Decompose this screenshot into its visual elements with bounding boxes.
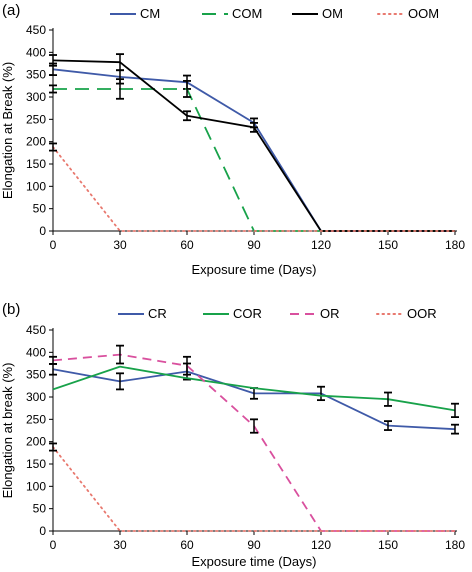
- series-om: [49, 53, 455, 232]
- x-tick-label: 30: [113, 538, 127, 552]
- x-tick-label: 150: [378, 538, 398, 552]
- y-axis-label: Elongation at Break (%): [0, 62, 15, 199]
- legend-label: COM: [232, 6, 262, 21]
- series-or: [49, 344, 455, 532]
- panel-label: (a): [2, 2, 20, 19]
- legend-label: OR: [320, 306, 340, 321]
- legend-label: OOM: [408, 6, 439, 21]
- series-com-line: [53, 88, 455, 232]
- x-tick-label: 90: [247, 538, 261, 552]
- series-oom-line: [52, 146, 456, 232]
- x-tick-label: 90: [247, 238, 261, 252]
- y-tick-label: 350: [26, 68, 46, 82]
- y-tick-label: 100: [26, 179, 46, 193]
- legend-entry-cr: CR: [118, 306, 167, 321]
- chart-panel-a: (a) 0 50 100 150 200 250 300 350 400 450 0 30 60 90 120…: [0, 2, 465, 277]
- legend-entry-oor: OOR: [376, 306, 437, 321]
- series-oor: [49, 442, 456, 532]
- chart-panel-b: (b) 0 50 100 150 200 250 300 350 400 450 0 30 60 90 120…: [0, 301, 465, 569]
- y-axis-label: Elongation at break (%): [0, 363, 15, 499]
- legend-entry-or: OR: [290, 306, 340, 321]
- x-tick-label: 180: [445, 238, 465, 252]
- x-tick-label: 0: [50, 238, 57, 252]
- y-tick-label: 450: [26, 323, 46, 337]
- y-tick-label: 150: [26, 157, 46, 171]
- series-cor: [52, 365, 459, 419]
- legend-label: OM: [322, 6, 343, 21]
- x-tick-label: 0: [50, 538, 57, 552]
- series-oom: [49, 142, 456, 232]
- legend-label: COR: [233, 306, 262, 321]
- y-tick-label: 250: [26, 412, 46, 426]
- y-tick-label: 250: [26, 112, 46, 126]
- panel-label: (b): [2, 301, 20, 318]
- y-tick-label: 0: [39, 224, 46, 238]
- series-cr: [49, 362, 459, 435]
- legend-entry-cor: COR: [203, 306, 262, 321]
- y-tick-label: 50: [33, 202, 47, 216]
- x-tick-label: 60: [180, 538, 194, 552]
- series-cor-line: [52, 365, 456, 412]
- series-cm-line: [52, 68, 455, 232]
- y-tick-label: 400: [26, 345, 46, 359]
- legend-entry-om: OM: [292, 6, 343, 21]
- x-axis-label: Exposure time (Days): [192, 554, 317, 569]
- legend-label: OOR: [407, 306, 437, 321]
- x-axis-label: Exposure time (Days): [192, 262, 317, 277]
- y-tick-label: 200: [26, 435, 46, 449]
- x-tick-label: 120: [311, 238, 331, 252]
- x-tick-label: 150: [378, 238, 398, 252]
- x-tick-label: 30: [113, 238, 127, 252]
- y-tick-label: 350: [26, 368, 46, 382]
- series-om-line: [52, 59, 455, 232]
- y-tick-label: 450: [26, 23, 46, 37]
- legend-label: CM: [140, 6, 160, 21]
- legend-label: CR: [148, 306, 167, 321]
- y-tick-label: 150: [26, 457, 46, 471]
- legend-entry-cm: CM: [110, 6, 160, 21]
- legend-entry-com: COM: [202, 6, 262, 21]
- y-tick-label: 50: [33, 502, 47, 516]
- y-tick-label: 200: [26, 135, 46, 149]
- y-tick-label: 400: [26, 45, 46, 59]
- x-tick-label: 180: [445, 538, 465, 552]
- y-tick-label: 0: [39, 524, 46, 538]
- x-tick-label: 120: [311, 538, 331, 552]
- series-com: [49, 78, 455, 232]
- y-tick-label: 100: [26, 479, 46, 493]
- legend-entry-oom: OOM: [377, 6, 439, 21]
- y-tick-label: 300: [26, 390, 46, 404]
- x-tick-label: 60: [180, 238, 194, 252]
- series-oor-line: [52, 446, 456, 532]
- y-tick-label: 300: [26, 90, 46, 104]
